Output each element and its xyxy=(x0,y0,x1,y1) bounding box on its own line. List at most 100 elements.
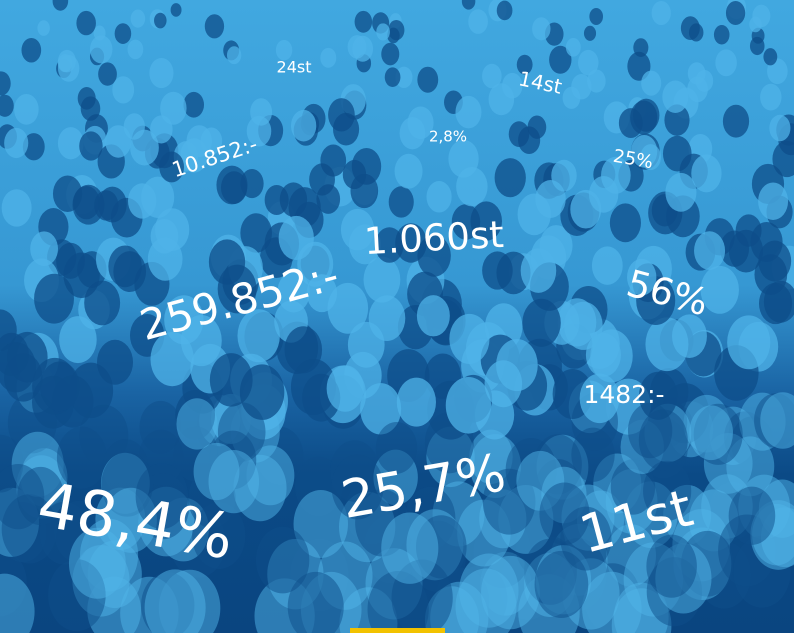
crowd-head xyxy=(97,340,133,385)
crowd-head xyxy=(14,94,39,125)
crowd-head xyxy=(760,84,781,111)
crowd-head xyxy=(265,185,289,215)
crowd-head xyxy=(98,62,117,85)
crowd-head xyxy=(446,377,491,434)
crowd-head xyxy=(128,183,156,218)
crowd-head xyxy=(130,130,159,166)
crowd-head xyxy=(496,339,538,391)
crowd-head xyxy=(395,154,423,189)
crowd-head xyxy=(327,365,364,412)
number-label: 24st xyxy=(277,58,312,77)
crowd-head xyxy=(610,203,641,242)
crowd-head xyxy=(758,182,788,219)
crowd-head xyxy=(105,125,131,158)
accent-bar xyxy=(350,628,445,633)
crowd-head xyxy=(2,189,32,226)
crowd-head xyxy=(154,13,167,29)
crowd-head xyxy=(750,37,765,55)
crowd-head xyxy=(749,17,762,33)
crowd-head xyxy=(532,17,550,40)
crowd-head xyxy=(183,92,204,118)
crowd-head xyxy=(148,237,183,280)
number-label: 1482:- xyxy=(583,380,664,409)
crowd-head xyxy=(566,38,581,57)
crowd-head xyxy=(364,257,401,303)
crowd-head xyxy=(284,326,322,373)
crowd-head xyxy=(112,76,134,103)
crowd-head xyxy=(522,299,560,347)
crowd-head xyxy=(389,186,414,217)
crowd-head xyxy=(352,148,381,185)
crowd-head xyxy=(495,158,526,197)
poster: 24st14st10.852:-2,8%25%1.060st259.852:-5… xyxy=(0,0,794,633)
crowd-head xyxy=(449,314,489,364)
crowd-head xyxy=(521,248,557,292)
crowd-head xyxy=(40,362,80,412)
crowd-head xyxy=(571,74,591,99)
crowd-head xyxy=(759,283,792,324)
crowd-head xyxy=(726,1,745,25)
crowd-head xyxy=(4,128,28,158)
crowd-head xyxy=(662,80,688,113)
crowd-head xyxy=(723,105,749,138)
crowd-head xyxy=(78,87,96,110)
crowd-head xyxy=(381,43,399,66)
crowd-head xyxy=(535,551,589,618)
crowd-head xyxy=(194,443,240,500)
crowd-head xyxy=(149,58,173,88)
crowd-head xyxy=(687,76,708,102)
crowd-head xyxy=(76,11,96,35)
crowd-head xyxy=(108,245,141,287)
crowd-head xyxy=(727,315,770,369)
crowd-head xyxy=(729,487,776,545)
crowd-head xyxy=(320,48,336,68)
crowd-head xyxy=(37,20,49,36)
crowd-head xyxy=(714,25,730,44)
crowd-head xyxy=(592,246,623,284)
crowd-head xyxy=(59,316,97,363)
crowd-head xyxy=(210,353,253,407)
crowd-head xyxy=(570,190,601,229)
crowd-head xyxy=(535,180,565,218)
number-label: 2,8% xyxy=(429,128,467,146)
crowd-head xyxy=(21,38,41,63)
crowd-head xyxy=(90,35,112,63)
crowd-head xyxy=(176,398,217,449)
crowd-head xyxy=(160,92,186,125)
crowd-head xyxy=(376,23,390,40)
crowd-head xyxy=(385,67,401,87)
crowd-head xyxy=(256,527,309,594)
crowd-head xyxy=(689,23,703,41)
crowd-head xyxy=(663,136,692,172)
crowd-head xyxy=(171,3,182,17)
crowd-head xyxy=(715,49,737,76)
crowd-head xyxy=(633,38,648,57)
crowd-head xyxy=(333,113,359,146)
crowd-head xyxy=(30,231,58,266)
crowd-head xyxy=(482,64,502,88)
crowd-head xyxy=(751,222,783,262)
crowd-head xyxy=(641,71,661,96)
crowd-head xyxy=(468,9,488,34)
crowd-head xyxy=(509,121,530,147)
crowd-head xyxy=(205,14,224,38)
number-label: 1.060st xyxy=(363,213,505,263)
crowd-head xyxy=(691,154,721,192)
crowd-head xyxy=(79,131,102,160)
crowd-head xyxy=(652,1,671,25)
crowd-head xyxy=(279,216,314,260)
crowd-head xyxy=(584,26,596,41)
crowd-head xyxy=(426,181,451,212)
crowd-head xyxy=(348,322,385,368)
page: 24st14st10.852:-2,8%25%1.060st259.852:-5… xyxy=(0,0,794,633)
crowd-head xyxy=(320,144,346,176)
crowd-head xyxy=(630,101,657,135)
crowd-head xyxy=(482,251,513,289)
crowd-head xyxy=(763,48,777,65)
crowd-head xyxy=(689,405,733,460)
crowd-head xyxy=(769,115,790,141)
crowd-head xyxy=(417,67,438,93)
crowd-head xyxy=(578,50,598,76)
crowd-head xyxy=(72,185,104,225)
crowd-head xyxy=(455,96,481,129)
